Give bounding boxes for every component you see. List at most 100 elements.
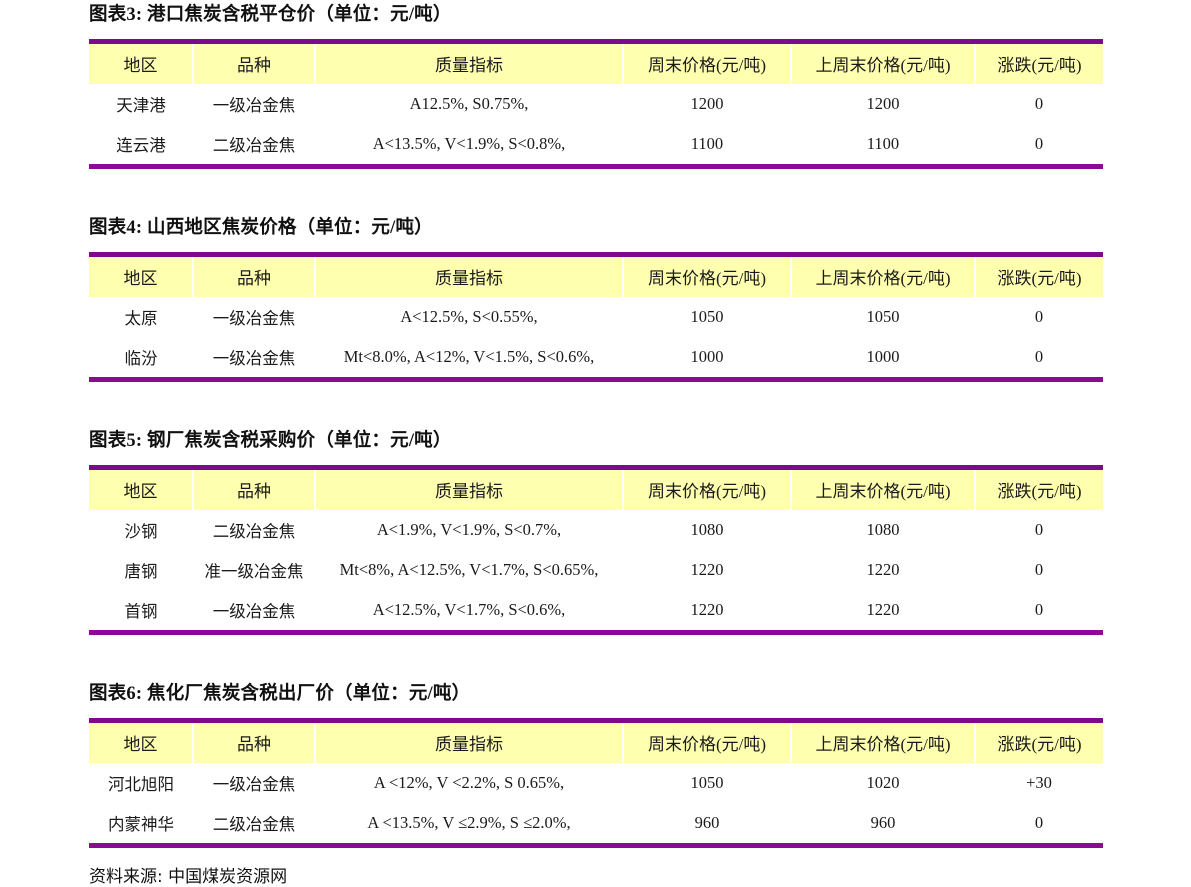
table-header-row: 地区 品种 质量指标 周末价格(元/吨) 上周末价格(元/吨) 涨跌(元/吨) <box>89 254 1103 297</box>
column-header-week-price: 周末价格(元/吨) <box>622 41 792 84</box>
cell-region: 唐钢 <box>89 550 193 590</box>
cell-variety: 一级冶金焦 <box>193 297 315 337</box>
column-header-week-price: 周末价格(元/吨) <box>622 467 792 510</box>
cell-change: 0 <box>975 84 1103 124</box>
column-header-region: 地区 <box>89 254 194 297</box>
cell-variety: 一级冶金焦 <box>193 763 315 803</box>
price-table-3: 地区 品种 质量指标 周末价格(元/吨) 上周末价格(元/吨) 涨跌(元/吨) … <box>89 39 1103 169</box>
cell-last-week-price: 1000 <box>791 337 975 380</box>
table-row: 河北旭阳 一级冶金焦 A <12%, V <2.2%, S 0.65%, 105… <box>89 763 1103 803</box>
table-header-row: 地区 品种 质量指标 周末价格(元/吨) 上周末价格(元/吨) 涨跌(元/吨) <box>89 41 1103 84</box>
table-row: 内蒙神华 二级冶金焦 A <13.5%, V ≤2.9%, S ≤2.0%, 9… <box>89 803 1103 846</box>
cell-change: 0 <box>975 510 1103 550</box>
price-table-6: 地区 品种 质量指标 周末价格(元/吨) 上周末价格(元/吨) 涨跌(元/吨) … <box>89 718 1103 848</box>
column-header-change: 涨跌(元/吨) <box>974 720 1103 763</box>
column-header-variety: 品种 <box>192 41 316 84</box>
cell-last-week-price: 1220 <box>791 550 975 590</box>
column-header-quality: 质量指标 <box>314 254 624 297</box>
table-header-row: 地区 品种 质量指标 周末价格(元/吨) 上周末价格(元/吨) 涨跌(元/吨) <box>89 467 1103 510</box>
column-header-week-price: 周末价格(元/吨) <box>622 254 792 297</box>
cell-variety: 准一级冶金焦 <box>193 550 315 590</box>
column-header-quality: 质量指标 <box>314 467 624 510</box>
cell-region: 首钢 <box>89 590 193 633</box>
column-header-last-week-price: 上周末价格(元/吨) <box>790 41 976 84</box>
table-row: 连云港 二级冶金焦 A<13.5%, V<1.9%, S<0.8%, 1100 … <box>89 124 1103 167</box>
table-row: 天津港 一级冶金焦 A12.5%, S0.75%, 1200 1200 0 <box>89 84 1103 124</box>
source-note: 资料来源: 中国煤炭资源网 <box>89 867 288 887</box>
cell-last-week-price: 960 <box>791 803 975 846</box>
cell-variety: 二级冶金焦 <box>193 803 315 846</box>
cell-variety: 二级冶金焦 <box>193 510 315 550</box>
cell-change: 0 <box>975 590 1103 633</box>
cell-week-price: 1080 <box>623 510 791 550</box>
cell-region: 河北旭阳 <box>89 763 193 803</box>
cell-week-price: 1200 <box>623 84 791 124</box>
cell-quality: A12.5%, S0.75%, <box>315 84 623 124</box>
column-header-quality: 质量指标 <box>314 41 624 84</box>
column-header-region: 地区 <box>89 720 194 763</box>
table-caption-6: 图表6: 焦化厂焦炭含税出厂价（单位：元/吨） <box>89 684 471 704</box>
table-row: 首钢 一级冶金焦 A<12.5%, V<1.7%, S<0.6%, 1220 1… <box>89 590 1103 633</box>
column-header-variety: 品种 <box>192 254 316 297</box>
cell-variety: 一级冶金焦 <box>193 84 315 124</box>
cell-change: 0 <box>975 550 1103 590</box>
cell-last-week-price: 1220 <box>791 590 975 633</box>
table-caption-3: 图表3: 港口焦炭含税平仓价（单位：元/吨） <box>89 5 452 25</box>
cell-region: 临汾 <box>89 337 193 380</box>
cell-quality: A<13.5%, V<1.9%, S<0.8%, <box>315 124 623 167</box>
price-table-5: 地区 品种 质量指标 周末价格(元/吨) 上周末价格(元/吨) 涨跌(元/吨) … <box>89 465 1103 635</box>
table-block-6: 图表6: 焦化厂焦炭含税出厂价（单位：元/吨） 地区 品种 质量指标 周末价格(… <box>0 679 1191 848</box>
cell-quality: A<12.5%, V<1.7%, S<0.6%, <box>315 590 623 633</box>
cell-region: 沙钢 <box>89 510 193 550</box>
cell-quality: A<1.9%, V<1.9%, S<0.7%, <box>315 510 623 550</box>
cell-last-week-price: 1020 <box>791 763 975 803</box>
table-block-3: 图表3: 港口焦炭含税平仓价（单位：元/吨） 地区 品种 质量指标 周末价格(元… <box>0 0 1191 169</box>
cell-region: 连云港 <box>89 124 193 167</box>
cell-region: 太原 <box>89 297 193 337</box>
cell-region: 天津港 <box>89 84 193 124</box>
table-row: 临汾 一级冶金焦 Mt<8.0%, A<12%, V<1.5%, S<0.6%,… <box>89 337 1103 380</box>
table-caption-5: 图表5: 钢厂焦炭含税采购价（单位：元/吨） <box>89 431 452 451</box>
column-header-region: 地区 <box>89 41 194 84</box>
cell-last-week-price: 1200 <box>791 84 975 124</box>
cell-change: 0 <box>975 803 1103 846</box>
column-header-change: 涨跌(元/吨) <box>974 467 1103 510</box>
cell-variety: 一级冶金焦 <box>193 590 315 633</box>
cell-week-price: 1000 <box>623 337 791 380</box>
table-block-4: 图表4: 山西地区焦炭价格（单位：元/吨） 地区 品种 质量指标 周末价格(元/… <box>0 213 1191 382</box>
table-row: 沙钢 二级冶金焦 A<1.9%, V<1.9%, S<0.7%, 1080 10… <box>89 510 1103 550</box>
column-header-last-week-price: 上周末价格(元/吨) <box>790 467 976 510</box>
cell-quality: A <12%, V <2.2%, S 0.65%, <box>315 763 623 803</box>
table-block-5: 图表5: 钢厂焦炭含税采购价（单位：元/吨） 地区 品种 质量指标 周末价格(元… <box>0 426 1191 635</box>
cell-week-price: 960 <box>623 803 791 846</box>
column-header-change: 涨跌(元/吨) <box>974 254 1103 297</box>
cell-week-price: 1050 <box>623 297 791 337</box>
cell-region: 内蒙神华 <box>89 803 193 846</box>
column-header-variety: 品种 <box>192 720 316 763</box>
table-row: 唐钢 准一级冶金焦 Mt<8%, A<12.5%, V<1.7%, S<0.65… <box>89 550 1103 590</box>
table-header-row: 地区 品种 质量指标 周末价格(元/吨) 上周末价格(元/吨) 涨跌(元/吨) <box>89 720 1103 763</box>
column-header-change: 涨跌(元/吨) <box>974 41 1103 84</box>
column-header-week-price: 周末价格(元/吨) <box>622 720 792 763</box>
column-header-quality: 质量指标 <box>314 720 624 763</box>
cell-week-price: 1050 <box>623 763 791 803</box>
cell-week-price: 1220 <box>623 550 791 590</box>
cell-last-week-price: 1100 <box>791 124 975 167</box>
column-header-last-week-price: 上周末价格(元/吨) <box>790 254 976 297</box>
cell-quality: Mt<8.0%, A<12%, V<1.5%, S<0.6%, <box>315 337 623 380</box>
column-header-region: 地区 <box>89 467 194 510</box>
cell-last-week-price: 1080 <box>791 510 975 550</box>
cell-variety: 二级冶金焦 <box>193 124 315 167</box>
cell-quality: A<12.5%, S<0.55%, <box>315 297 623 337</box>
column-header-variety: 品种 <box>192 467 316 510</box>
cell-change: 0 <box>975 124 1103 167</box>
cell-change: 0 <box>975 297 1103 337</box>
cell-last-week-price: 1050 <box>791 297 975 337</box>
cell-variety: 一级冶金焦 <box>193 337 315 380</box>
table-caption-4: 图表4: 山西地区焦炭价格（单位：元/吨） <box>89 218 433 238</box>
cell-week-price: 1220 <box>623 590 791 633</box>
table-row: 太原 一级冶金焦 A<12.5%, S<0.55%, 1050 1050 0 <box>89 297 1103 337</box>
cell-change: +30 <box>975 763 1103 803</box>
price-table-4: 地区 品种 质量指标 周末价格(元/吨) 上周末价格(元/吨) 涨跌(元/吨) … <box>89 252 1103 382</box>
